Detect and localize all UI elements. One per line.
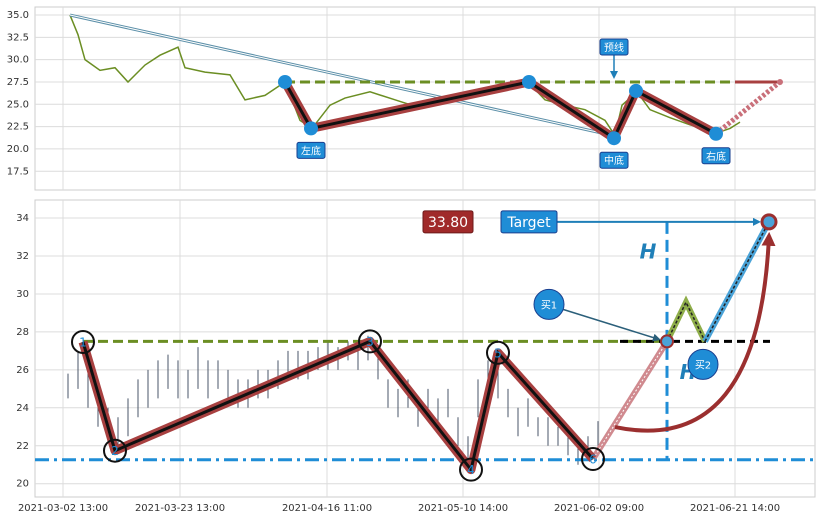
pattern-point [103,438,127,463]
pattern-point [522,74,536,89]
y-tick-label: 22 [16,441,29,452]
x-tick-label: 2021-03-02 13:00 [18,503,108,514]
pattern-point [581,447,605,472]
pattern-label: 2 [111,444,119,458]
y-tick-label: 32.5 [7,32,29,43]
pattern-point [607,131,621,146]
pattern-point [278,74,292,89]
x-tick-label: 2021-05-10 14:00 [418,503,508,514]
x-tick-label: 2021-04-16 11:00 [282,503,372,514]
buy-label: 买2 [695,359,711,371]
pattern-label: 6 [589,453,597,467]
y-tick-label: 20.0 [7,144,29,155]
pattern-label: 3 [366,335,374,349]
annotation-box [701,147,731,165]
y-tick-label: 34 [16,213,29,224]
target-value-label: 33.80 [428,215,468,231]
pattern-line-core [283,80,717,141]
pattern-line-core [81,339,595,474]
pattern-label: 4 [467,463,475,477]
bottom-panel [34,199,816,498]
target-line-core [704,221,770,342]
annotation-box [599,38,629,56]
x-tick-label: 2021-06-21 14:00 [690,503,780,514]
buy-label: 买1 [541,299,557,311]
pattern-point [71,329,95,354]
pattern-point [304,121,318,136]
annotation-text: 右底 [706,150,726,163]
buy-marker [687,348,719,380]
height-label: H [640,239,657,263]
pattern-point [358,329,382,354]
pattern-label: 5 [494,346,502,360]
y-tick-label: 24 [16,403,29,414]
y-tick-label: 20 [16,479,29,490]
y-tick-label: 17.5 [7,166,29,177]
y-tick-label: 30 [16,289,29,300]
curve-arrow [614,231,776,433]
annotation-box [296,141,326,159]
target-text: Target [506,215,551,231]
buy-arrow [562,308,661,342]
buy-point [660,334,674,349]
pattern-label: 1 [79,335,87,349]
y-tick-label: 28 [16,327,29,338]
y-tick-label: 22.5 [7,122,29,133]
target-point [760,213,778,231]
y-tick-label: 25.0 [7,99,29,110]
target-box [500,210,558,234]
y-tick-label: 26 [16,365,29,376]
annotation-box [599,151,629,169]
target-value-box [422,210,474,234]
annotation-text: 中底 [604,154,624,167]
pattern-point [459,457,483,482]
trend-line-inner [69,14,606,135]
breakout-line-core [592,341,668,460]
pattern-point [486,340,510,365]
annotation-text: 左底 [301,144,321,157]
buy-marker [533,288,565,320]
x-tick-label: 2021-03-23 13:00 [135,503,225,514]
y-tick-label: 27.5 [7,77,29,88]
annotation-text: 预线 [604,41,624,54]
pattern-point [709,126,723,141]
pattern-point [629,83,643,98]
y-tick-label: 32 [16,251,29,262]
pullback-line-core [666,300,706,342]
x-tick-label: 2021-06-02 09:00 [554,503,644,514]
y-tick-label: 30.0 [7,55,29,66]
projection-line [714,80,782,136]
projection-end [777,78,783,85]
y-tick-label: 35.0 [7,10,29,21]
